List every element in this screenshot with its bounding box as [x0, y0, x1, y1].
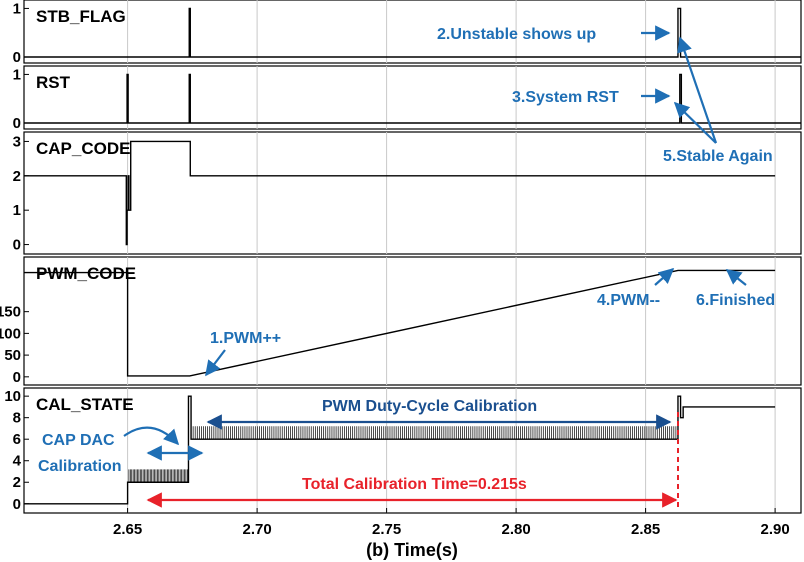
annotation-pwm-decrease: 4.PWM-- — [597, 292, 660, 309]
panel-label-cal: CAL_STATE — [36, 395, 134, 414]
annotation-total-time: Total Calibration Time=0.215s — [302, 476, 527, 493]
panel-label-cap: CAP_CODE — [36, 139, 130, 158]
arrow-stable-again-1 — [677, 36, 718, 144]
x-tick-label-2: 2.75 — [372, 521, 401, 538]
panel-frame-stb — [23, 0, 802, 64]
y-tick-label-rst-0: 0 — [13, 115, 21, 132]
annotation-finished: 6.Finished — [696, 292, 775, 309]
x-tick-label-4: 2.85 — [631, 521, 660, 538]
y-tick-label-rst-1: 1 — [13, 66, 21, 83]
arrow-cap-dac-curved — [123, 426, 180, 446]
x-tick-label-1: 2.70 — [242, 521, 271, 538]
x-tick-label-5: 2.90 — [760, 521, 789, 538]
y-tick-label-cap-2: 2 — [13, 168, 21, 185]
y-tick-label-stb-1: 1 — [13, 0, 21, 17]
y-tick-label-cal-1: 2 — [13, 474, 21, 491]
annotation-unstable: 2.Unstable shows up — [437, 26, 596, 43]
panel-label-rst: RST — [36, 73, 71, 92]
y-tick-label-cap-3: 3 — [13, 133, 21, 150]
panel-frame-rst — [23, 65, 802, 130]
y-tick-label-pwm-3: 150 — [0, 304, 21, 321]
annotation-stable-again: 5.Stable Again — [663, 148, 773, 165]
y-tick-label-cal-5: 10 — [4, 388, 21, 405]
arrow-pwm-decrease — [654, 267, 675, 286]
series-line-cap — [24, 140, 776, 246]
y-tick-label-cap-0: 0 — [13, 237, 21, 254]
series-line-stb — [24, 7, 801, 58]
series-line-cal — [24, 395, 776, 505]
y-tick-label-pwm-2: 100 — [0, 325, 21, 342]
pulse-train-cal-0 — [128, 469, 188, 483]
arrow-stable-again-2 — [673, 101, 717, 144]
annotation-cap-dac: CAP DAC — [42, 432, 115, 449]
y-tick-label-cal-2: 4 — [13, 453, 22, 470]
panel-frame-cap — [23, 131, 802, 255]
annotation-system-rst: 3.System RST — [512, 89, 619, 106]
panel-label-stb: STB_FLAG — [36, 7, 126, 26]
annotation-pwm-duty-cycle: PWM Duty-Cycle Calibration — [322, 398, 537, 415]
y-tick-label-cap-1: 1 — [13, 202, 21, 219]
y-tick-label-stb-0: 0 — [13, 49, 21, 66]
y-tick-label-cal-0: 0 — [13, 496, 21, 513]
arrow-pwm-increase — [205, 349, 226, 377]
series-line-rst — [24, 73, 801, 124]
arrow-finished — [725, 269, 747, 286]
x-tick-label-0: 2.65 — [113, 521, 142, 538]
y-tick-label-cal-4: 8 — [13, 410, 21, 427]
y-tick-label-cal-3: 6 — [13, 431, 21, 448]
y-tick-label-pwm-0: 0 — [13, 369, 21, 386]
annotation-pwm-increase: 1.PWM++ — [210, 330, 281, 347]
series-line-pwm — [24, 269, 776, 377]
x-axis-label: (b) Time(s) — [366, 540, 458, 560]
panel-frame-pwm — [23, 256, 802, 386]
x-tick-label-3: 2.80 — [501, 521, 530, 538]
y-tick-label-pwm-1: 50 — [4, 347, 21, 364]
annotation-cap-dac-calibration: Calibration — [38, 458, 122, 475]
panel-label-pwm: PWM_CODE — [36, 264, 136, 283]
